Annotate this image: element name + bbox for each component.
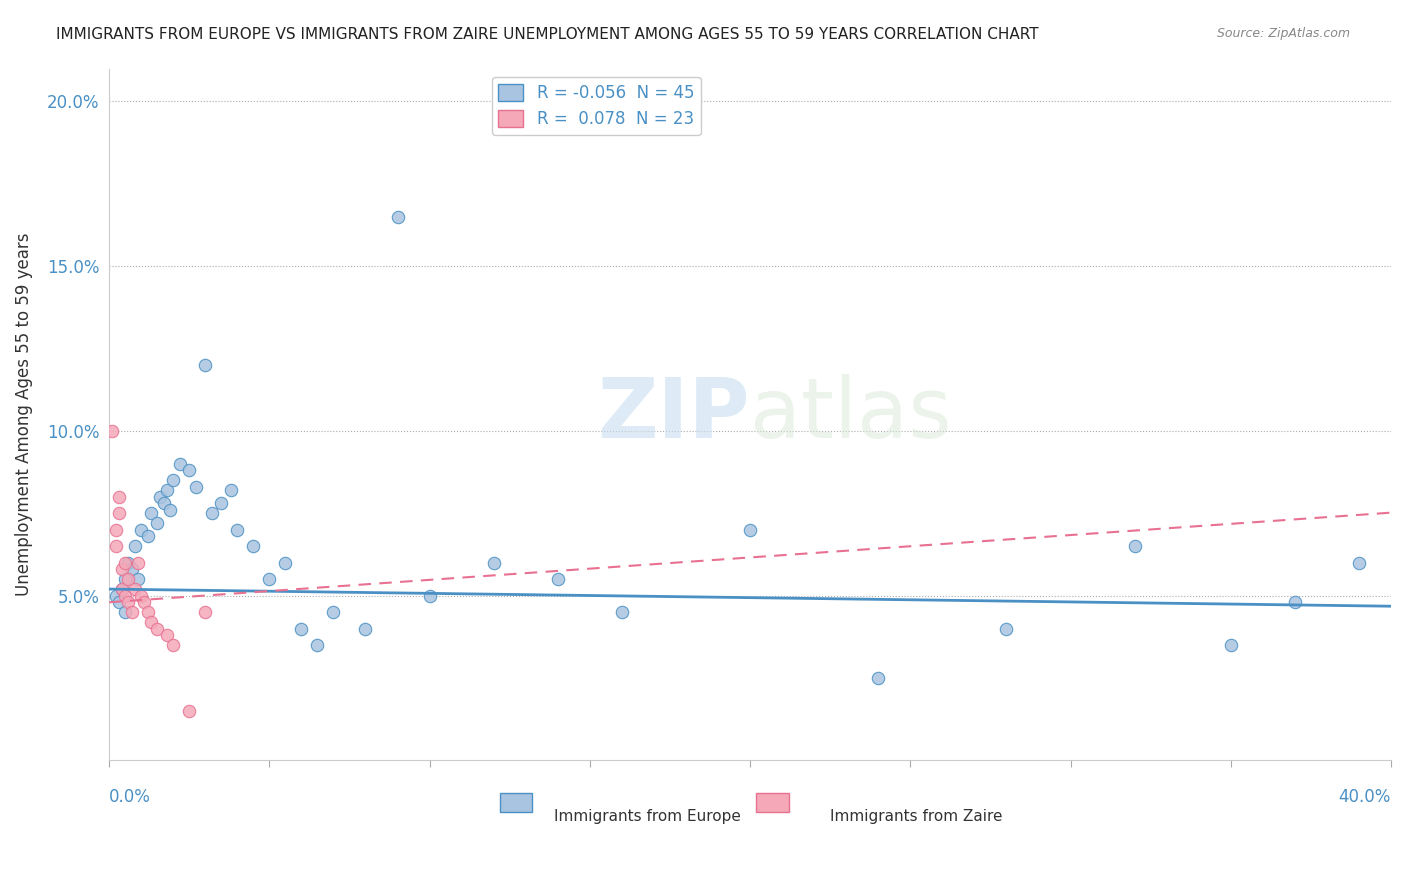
Point (482, 556, 505, 570)
Text: 40.0%: 40.0% (1339, 788, 1391, 806)
Point (129, 589, 152, 603)
Point (169, 457, 191, 471)
Legend: R = -0.056  N = 45, R =  0.078  N = 23: R = -0.056 N = 45, R = 0.078 N = 23 (492, 77, 700, 135)
Text: ZIP: ZIP (598, 374, 749, 455)
Point (322, 605, 344, 619)
Point (226, 523, 249, 537)
Text: 0.0%: 0.0% (110, 788, 150, 806)
Point (162, 638, 184, 652)
Point (1123, 539, 1146, 553)
Point (419, 589, 441, 603)
Point (136, 529, 159, 543)
Text: Immigrants from Europe: Immigrants from Europe (554, 809, 741, 824)
Point (156, 483, 179, 498)
Point (114, 589, 136, 603)
Y-axis label: Unemployment Among Ages 55 to 59 years: Unemployment Among Ages 55 to 59 years (15, 233, 32, 596)
Point (111, 582, 134, 596)
Point (868, 671, 890, 685)
Point (107, 595, 129, 609)
Point (107, 490, 129, 504)
Point (194, 358, 217, 372)
Point (274, 556, 297, 570)
Point (101, 424, 124, 438)
Point (117, 556, 139, 570)
Point (995, 622, 1018, 636)
Point (159, 503, 181, 517)
Point (547, 572, 569, 586)
Point (129, 523, 152, 537)
Point (290, 622, 312, 636)
FancyBboxPatch shape (501, 793, 531, 813)
Point (179, 704, 201, 718)
Point (117, 572, 139, 586)
Text: Source: ZipAtlas.com: Source: ZipAtlas.com (1216, 27, 1350, 40)
Point (1348, 556, 1371, 570)
Point (114, 572, 136, 586)
Point (156, 628, 179, 642)
Point (111, 562, 134, 576)
Point (184, 480, 207, 494)
Point (121, 605, 143, 619)
Point (104, 539, 127, 553)
Point (114, 605, 136, 619)
Text: atlas: atlas (749, 374, 952, 455)
Point (146, 516, 169, 531)
Point (209, 496, 232, 510)
Point (134, 595, 156, 609)
Point (1284, 595, 1306, 609)
Point (1219, 638, 1241, 652)
Point (117, 595, 139, 609)
Point (219, 483, 242, 498)
Point (111, 582, 134, 596)
Point (162, 474, 184, 488)
Point (201, 506, 224, 520)
Point (114, 556, 136, 570)
Point (104, 523, 127, 537)
Point (152, 496, 174, 510)
Point (121, 562, 143, 576)
Point (107, 506, 129, 520)
Point (104, 589, 127, 603)
Point (610, 605, 633, 619)
Point (149, 490, 172, 504)
Point (124, 582, 146, 596)
Point (124, 539, 146, 553)
Point (139, 615, 162, 629)
Point (194, 605, 217, 619)
Point (738, 523, 761, 537)
Point (139, 506, 162, 520)
FancyBboxPatch shape (756, 793, 789, 813)
Point (136, 605, 159, 619)
Point (307, 638, 329, 652)
Point (146, 622, 169, 636)
Point (127, 572, 149, 586)
Point (354, 622, 377, 636)
Point (259, 572, 281, 586)
Point (127, 556, 149, 570)
Point (242, 539, 264, 553)
Text: IMMIGRANTS FROM EUROPE VS IMMIGRANTS FROM ZAIRE UNEMPLOYMENT AMONG AGES 55 TO 59: IMMIGRANTS FROM EUROPE VS IMMIGRANTS FRO… (56, 27, 1039, 42)
Point (179, 463, 201, 477)
Point (387, 210, 409, 224)
Text: Immigrants from Zaire: Immigrants from Zaire (831, 809, 1002, 824)
